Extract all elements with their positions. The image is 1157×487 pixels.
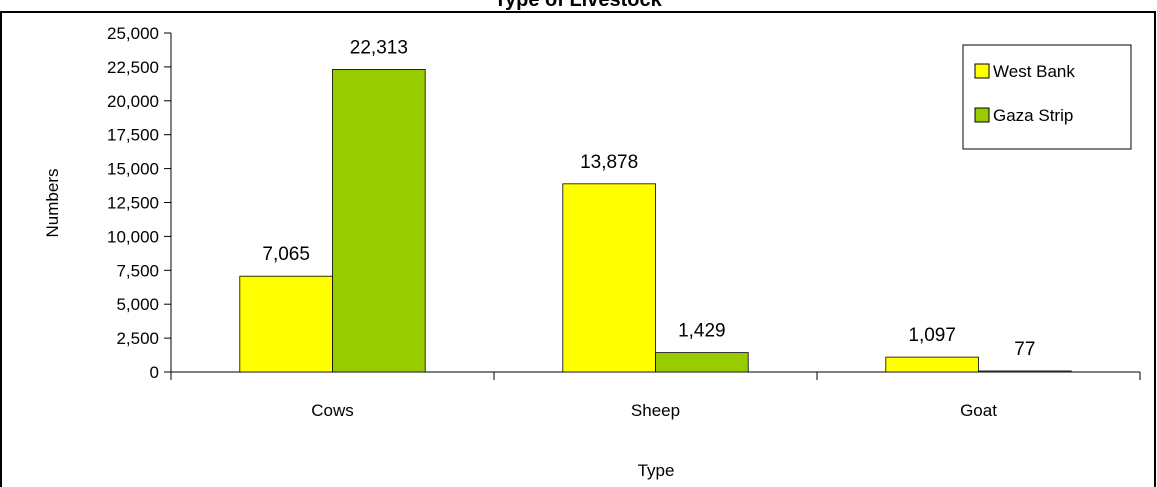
bar-gaza-strip-goat <box>978 370 1072 373</box>
y-tick-label: 15,000 <box>107 160 159 179</box>
bar-west-bank-goat <box>885 356 979 373</box>
y-tick-label: 7,500 <box>116 261 159 280</box>
data-label: 1,429 <box>678 321 726 342</box>
y-tick-label: 22,500 <box>107 58 159 77</box>
y-tick-label: 5,000 <box>116 295 159 314</box>
bars <box>239 69 1072 373</box>
bar-west-bank-cows <box>239 275 333 373</box>
legend-label: Gaza Strip <box>993 106 1073 125</box>
y-tick-label: 17,500 <box>107 126 159 145</box>
y-tick-label: 10,000 <box>107 227 159 246</box>
x-tick-label-goat: Goat <box>960 401 997 420</box>
data-label: 13,878 <box>580 152 638 173</box>
y-tick-label: 2,500 <box>116 329 159 348</box>
legend: West Bank Gaza Strip <box>962 44 1132 150</box>
y-tick-label: 0 <box>150 363 159 382</box>
y-tick-label: 25,000 <box>107 24 159 43</box>
y-tick-label: 12,500 <box>107 194 159 213</box>
x-axis-title: Type <box>638 461 675 480</box>
legend-swatch-west-bank <box>974 63 990 79</box>
data-label: 7,065 <box>262 244 310 265</box>
chart-title: Type of Livestock <box>494 0 662 11</box>
bar-gaza-strip-sheep <box>655 352 749 373</box>
data-labels: 7,065 13,878 1,097 22,313 1,429 77 <box>262 37 1035 360</box>
data-label: 1,097 <box>908 325 956 346</box>
y-axis: 0 2,500 5,000 7,500 10,000 12,500 15,000 17,500… <box>107 24 172 382</box>
legend-swatch-gaza-strip <box>974 107 990 123</box>
legend-label: West Bank <box>993 62 1075 81</box>
legend-box <box>962 44 1132 150</box>
x-tick-label-cows: Cows <box>311 401 354 420</box>
y-tick-label: 20,000 <box>107 92 159 111</box>
data-label: 22,313 <box>350 37 408 58</box>
x-tick-label-sheep: Sheep <box>631 401 680 420</box>
bar-west-bank-sheep <box>562 183 656 373</box>
data-label: 77 <box>1014 339 1035 360</box>
y-axis-title: Numbers <box>43 169 62 238</box>
bar-gaza-strip-cows <box>332 69 426 373</box>
